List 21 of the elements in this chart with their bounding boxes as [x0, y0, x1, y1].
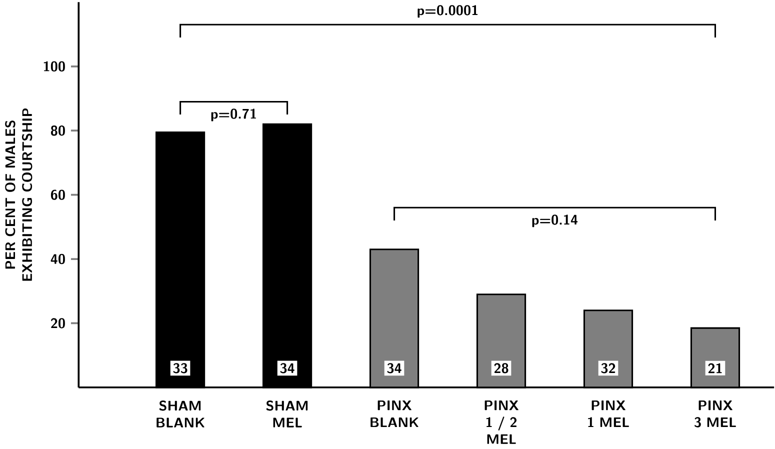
y-tick-label: 40 — [50, 254, 65, 264]
x-tick-label: SHAM MEL — [266, 400, 308, 428]
y-tick-label: 80 — [50, 125, 65, 136]
x-tick-label: PINX 3 MEL — [694, 400, 736, 428]
annotation: p=0.0001 — [418, 5, 478, 18]
y-axis-title: PER CENT OF MALES EXHIBITING COURTSHIP — [5, 108, 32, 281]
annotation: 21 — [708, 363, 722, 374]
annotation: 33 — [173, 363, 188, 374]
y-tick-label: 100 — [44, 61, 65, 72]
x-tick-label: SHAM BLANK — [156, 400, 204, 428]
annotation: 34 — [280, 363, 294, 374]
x-tick-label: PINX 1 MEL — [588, 400, 629, 428]
x-tick-label: PINX 1 / 2 MEL — [484, 400, 518, 444]
annotation: 34 — [387, 363, 402, 374]
y-tick-label: 60 — [50, 190, 65, 200]
annotation: p=0.14 — [532, 214, 578, 228]
x-tick-label: PINX BLANK — [370, 400, 418, 428]
annotation: 28 — [494, 363, 508, 374]
annotation: 32 — [601, 363, 616, 374]
annotation: p=0.71 — [211, 108, 256, 122]
y-tick-label: 20 — [50, 318, 65, 328]
